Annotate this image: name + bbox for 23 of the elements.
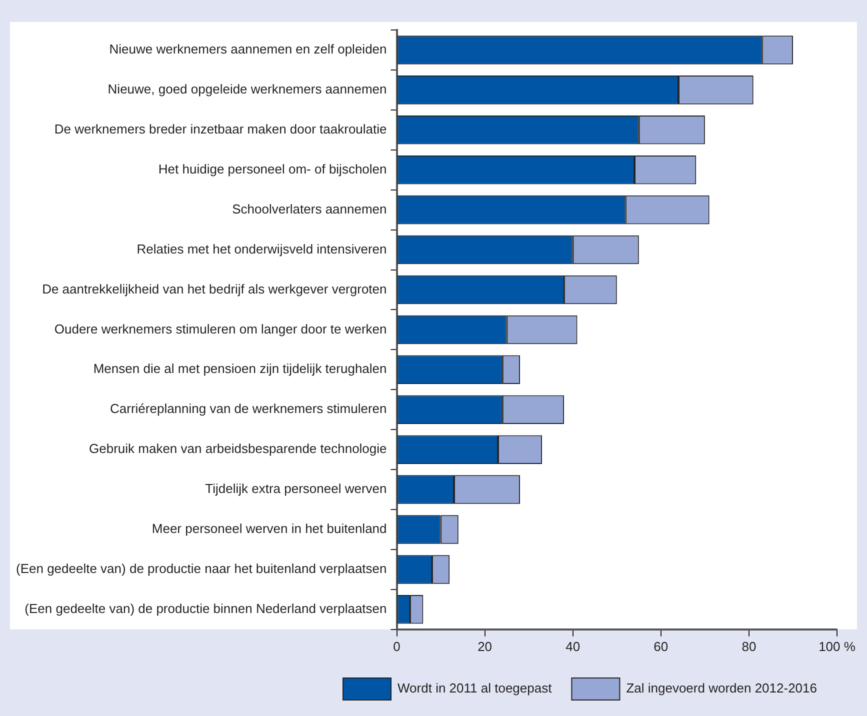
y-tick-label: Relaties met het onderwijsveld intensiveren (136, 241, 387, 256)
x-tick-label: 20 (478, 638, 492, 654)
x-tick-label: 100 % (818, 638, 856, 654)
y-tick-label: De aantrekkelijkheid van het bedrijf als werkgever vergroten (42, 281, 387, 296)
y-tick-label: De werknemers breder inzetbaar maken door taakroulatie (54, 121, 387, 136)
y-tick-label: Tijdelijk extra personeel werven (205, 481, 387, 496)
x-tick-label: 40 (566, 638, 580, 654)
y-tick-label: Gebruik maken van arbeidsbesparende technologie (89, 441, 387, 456)
y-tick-label: (Een gedeelte van) de productie binnen Nederland verplaatsen (24, 601, 387, 616)
y-tick-label: Schoolverlaters aannemen (232, 201, 387, 216)
y-tick-label: Nieuwe, goed opgeleide werknemers aannemen (108, 82, 387, 97)
x-tick-label: 60 (654, 638, 668, 654)
y-tick-label: Het huidige personeel om- of bijscholen (158, 161, 387, 176)
x-tick-label: 80 (742, 638, 756, 654)
y-tick-label: Mensen die al met pensioen zijn tijdelijk terughalen (93, 361, 387, 376)
y-tick-label: (Een gedeelte van) de productie naar het buitenland verplaatsen (16, 561, 387, 576)
x-tick-label: 0 (393, 638, 400, 654)
legend-label: Zal ingevoerd worden 2012-2016 (626, 680, 818, 696)
legend-label: Wordt in 2011 al toegepast (398, 680, 552, 696)
y-tick-label: Meer personeel werven in het buitenland (152, 521, 387, 536)
y-tick-label: Oudere werknemers stimuleren om langer door te werken (54, 321, 387, 336)
y-tick-label: Nieuwe werknemers aannemen en zelf opleiden (109, 42, 387, 57)
y-tick-label: Carriéreplanning van de werknemers stimuleren (110, 401, 387, 416)
